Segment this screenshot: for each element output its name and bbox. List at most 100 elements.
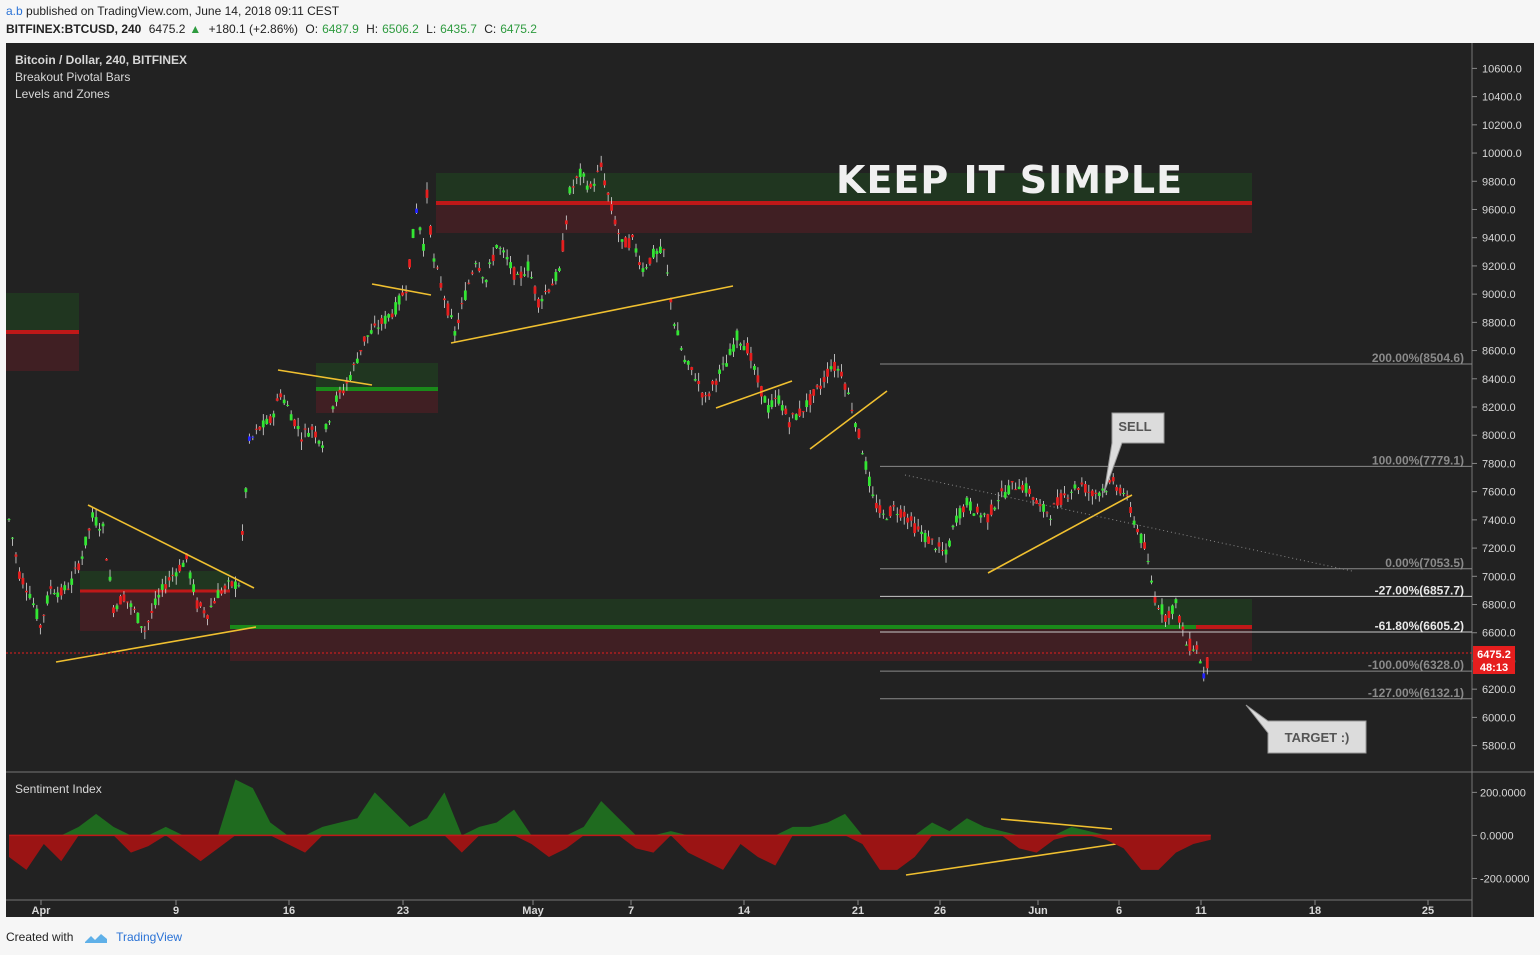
time-tick-label: 11 bbox=[1195, 905, 1207, 917]
candle-body bbox=[617, 233, 620, 235]
candle-body bbox=[582, 173, 586, 177]
candle-body bbox=[1125, 494, 1129, 496]
candle-body bbox=[275, 398, 279, 401]
last-price-tag[interactable]: 6475.2 48:13 bbox=[1473, 646, 1515, 674]
candle-body bbox=[610, 204, 614, 211]
candle-body bbox=[756, 375, 760, 383]
candle-body bbox=[829, 366, 833, 370]
candle-body bbox=[561, 240, 565, 252]
candle-body bbox=[1146, 560, 1150, 563]
time-axis[interactable]: Apr 9 16 23 May 7 14 21 26 Jun 6 11 18 25 bbox=[32, 900, 1435, 917]
candle-body bbox=[240, 530, 244, 535]
candle-body bbox=[1087, 491, 1091, 493]
price-tick-label: 6000.0 bbox=[1482, 712, 1516, 724]
candle-body bbox=[136, 612, 140, 624]
sentiment-label[interactable]: Sentiment Index bbox=[15, 782, 102, 796]
candle-body bbox=[686, 360, 690, 365]
price-tick-label: 9400.0 bbox=[1482, 233, 1516, 245]
legend-title: Bitcoin / Dollar, 240, BITFINEX bbox=[15, 53, 187, 67]
candle-body bbox=[87, 528, 91, 531]
candle-body bbox=[836, 368, 840, 371]
candle-body bbox=[1171, 605, 1174, 614]
candle-body bbox=[1090, 490, 1094, 497]
candle-body bbox=[105, 558, 108, 561]
candle-body bbox=[467, 282, 471, 284]
candle-body bbox=[923, 532, 927, 543]
candle-body bbox=[1083, 484, 1087, 493]
candle-body bbox=[195, 600, 199, 609]
candle-body bbox=[676, 330, 680, 336]
candle-body bbox=[679, 348, 683, 350]
candle-body bbox=[282, 399, 286, 404]
candle-body bbox=[376, 327, 380, 329]
price-tick-label: 8600.0 bbox=[1482, 346, 1516, 358]
candle-body bbox=[42, 614, 46, 616]
candle-body bbox=[408, 259, 411, 268]
candle-body bbox=[554, 272, 558, 282]
sentiment-trendline-2 bbox=[1000, 818, 1113, 830]
author-link[interactable]: a.b bbox=[6, 4, 23, 18]
candle-body bbox=[289, 414, 293, 421]
candle-body bbox=[690, 367, 694, 370]
candle-body bbox=[547, 289, 551, 292]
candle-body bbox=[1174, 599, 1178, 604]
candle-body bbox=[178, 564, 182, 572]
price-tick-label: 7600.0 bbox=[1482, 487, 1516, 499]
candle-body bbox=[707, 393, 711, 397]
legend-indicator-2[interactable]: Levels and Zones bbox=[15, 87, 110, 101]
candle-body bbox=[362, 336, 366, 342]
candle-body bbox=[1000, 488, 1004, 492]
candle-body bbox=[843, 383, 847, 390]
candle-body bbox=[296, 425, 300, 430]
candle-body bbox=[805, 400, 809, 408]
price-tick-label: 9600.0 bbox=[1482, 204, 1516, 216]
legend-indicator-1[interactable]: Breakout Pivotal Bars bbox=[15, 70, 130, 84]
candle-body bbox=[1038, 504, 1042, 507]
fib-label: -27.00%(6857.7) bbox=[1375, 583, 1464, 597]
candle-body bbox=[70, 578, 74, 585]
sell-callout[interactable]: SELL bbox=[1103, 412, 1165, 494]
price-tick-label: 9000.0 bbox=[1482, 289, 1516, 301]
candle-body bbox=[519, 271, 523, 279]
high-label: H: bbox=[366, 22, 379, 36]
candle-body bbox=[801, 411, 805, 413]
candle-body bbox=[840, 371, 843, 377]
candle-body bbox=[1153, 596, 1157, 603]
candle-body bbox=[784, 408, 788, 415]
candle-body bbox=[153, 598, 157, 606]
candle-body bbox=[578, 168, 582, 178]
trendline-4 bbox=[371, 283, 432, 296]
triangle-zone-green bbox=[80, 571, 230, 591]
candle-body bbox=[432, 258, 436, 262]
candle-body bbox=[1195, 645, 1199, 650]
candle-body bbox=[551, 283, 554, 286]
tradingview-link[interactable]: TradingView bbox=[116, 930, 183, 944]
candle-body bbox=[300, 439, 303, 442]
candle-body bbox=[1198, 661, 1202, 664]
support-zone-red bbox=[230, 627, 1252, 661]
price-tick-label: 7400.0 bbox=[1482, 515, 1516, 527]
sentiment-tick-label: -200.0000 bbox=[1480, 873, 1530, 885]
candle-body bbox=[516, 273, 519, 275]
candle-body bbox=[342, 390, 345, 394]
candle-body bbox=[188, 572, 192, 579]
price-chart[interactable]: 200.00%(8504.6) 100.00%(7779.1) 0.00%(7053… bbox=[6, 43, 1534, 917]
candle-body bbox=[564, 220, 568, 225]
candle-body bbox=[1143, 542, 1146, 549]
time-tick-label: 16 bbox=[283, 905, 295, 917]
open-value: 6487.9 bbox=[322, 22, 359, 36]
candle-body bbox=[436, 267, 439, 269]
mid-zone-green bbox=[316, 363, 438, 389]
candle-body bbox=[498, 247, 502, 249]
candle-body bbox=[91, 512, 94, 518]
candle-body bbox=[909, 516, 913, 521]
candle-body bbox=[1122, 493, 1126, 495]
candle-body bbox=[129, 603, 133, 608]
candle-body bbox=[422, 243, 425, 251]
candle-body bbox=[847, 392, 850, 395]
sell-text: SELL bbox=[1118, 419, 1151, 434]
candle-body bbox=[861, 453, 864, 455]
price-tick-label: 10000.0 bbox=[1482, 148, 1522, 160]
target-callout[interactable]: TARGET :) bbox=[1245, 704, 1367, 754]
candle-body bbox=[199, 602, 202, 607]
